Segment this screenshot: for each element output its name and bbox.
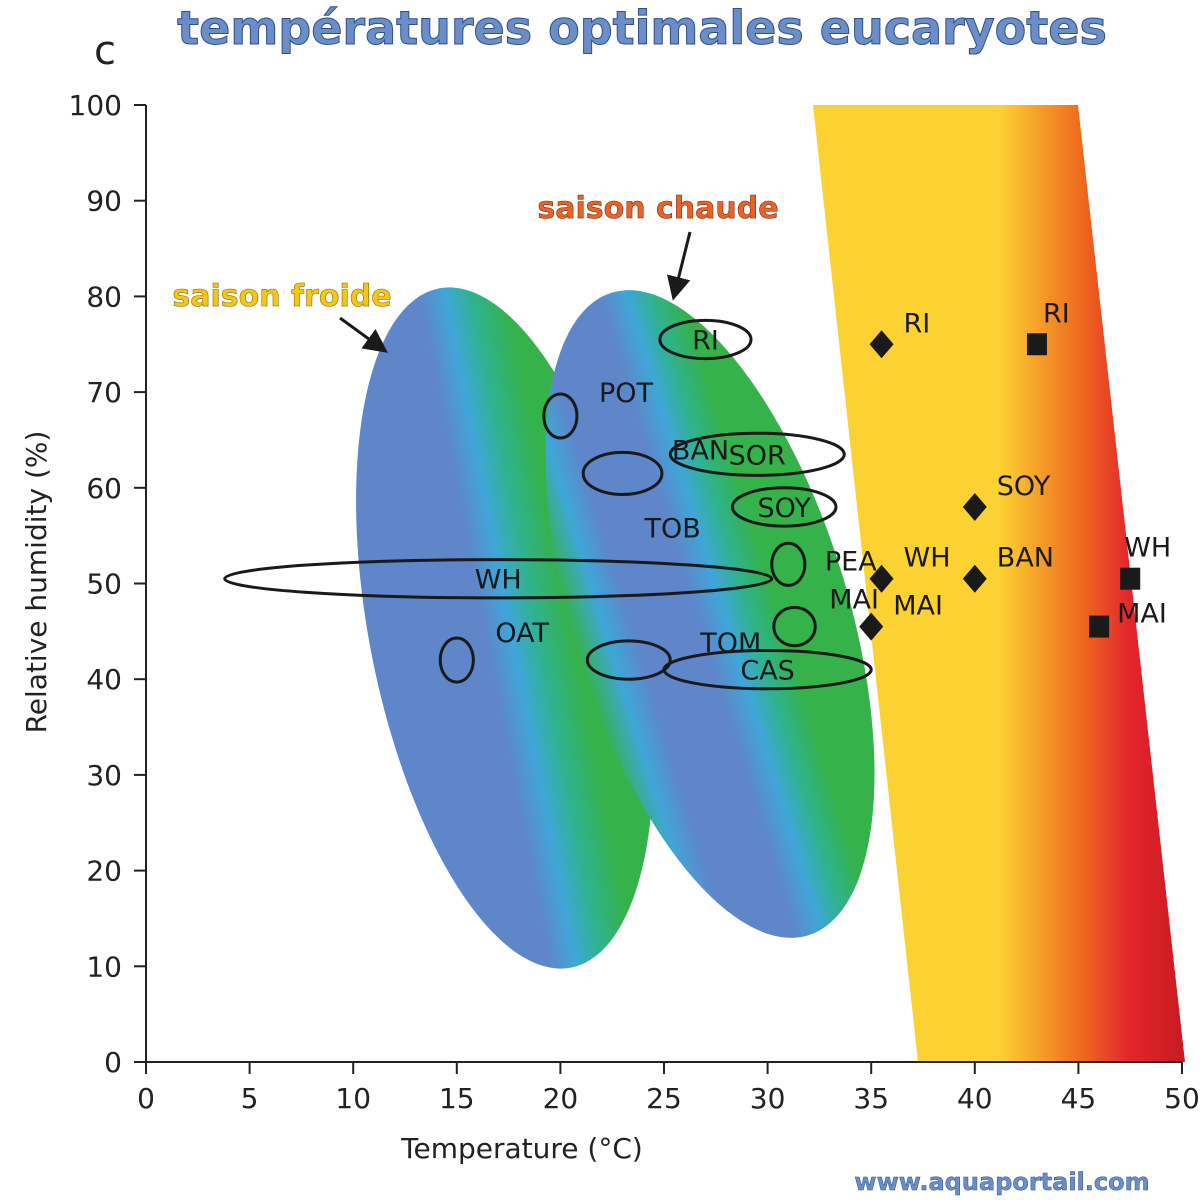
y-tick-label: 80: [86, 280, 122, 313]
range-label-sor: SOR: [729, 440, 786, 471]
diamond-marker-mai: [859, 612, 884, 641]
panel-letter: c: [94, 28, 116, 74]
y-tick-label: 90: [86, 185, 122, 218]
x-tick-label: 20: [543, 1082, 579, 1115]
square-marker-ri: [1026, 333, 1047, 356]
y-tick-label: 70: [86, 376, 122, 409]
range-label-ban: BAN: [672, 435, 729, 466]
x-tick-label: 30: [750, 1082, 786, 1115]
range-label-pot: POT: [599, 378, 654, 409]
optimal-range-ban: [581, 450, 664, 496]
x-tick-label: 10: [335, 1082, 371, 1115]
range-label-mai: MAI: [829, 585, 879, 616]
optimal-range-pot: [542, 392, 579, 440]
range-label-tob: TOB: [644, 513, 701, 544]
y-tick-label: 0: [104, 1046, 122, 1079]
optimal-range-sor: [668, 431, 846, 477]
x-axis-title: Temperature (°C): [400, 1132, 643, 1165]
cold-season-label: saison froide: [172, 279, 391, 314]
x-tick-label: 45: [1061, 1082, 1097, 1115]
range-label-ri: RI: [692, 325, 719, 356]
square-marker-mai: [1089, 615, 1110, 638]
optimal-range-wh: [223, 558, 774, 600]
x-tick-label: 35: [853, 1082, 889, 1115]
optimal-range-oat: [438, 636, 475, 684]
marker-label-mai: MAI: [893, 591, 943, 622]
stress-marker-group: RI SOY WH BAN MAI RI WH MAI: [859, 298, 1171, 641]
y-tick-label: 20: [86, 855, 122, 888]
x-tick-label: 5: [241, 1082, 259, 1115]
range-label-oat: OAT: [495, 618, 549, 649]
warm-season-label: saison chaude: [537, 191, 778, 226]
optimal-range-mai: [772, 605, 817, 648]
x-tick-label: 15: [439, 1082, 475, 1115]
range-label-cas: CAS: [740, 656, 794, 687]
cold-season-arrow: [339, 316, 388, 353]
optimal-range-cas: [662, 648, 873, 691]
optimal-range-ri: [658, 318, 753, 361]
x-tick-label: 50: [1164, 1082, 1200, 1115]
square-marker-wh: [1120, 567, 1141, 590]
marker-label-ri: RI: [1043, 298, 1070, 329]
y-tick-label: 10: [86, 950, 122, 983]
y-tick-label: 40: [86, 663, 122, 696]
x-tick-label: 40: [957, 1082, 993, 1115]
optimal-range-pea: [770, 541, 807, 587]
range-label-pea: PEA: [825, 546, 877, 577]
marker-label-ban: BAN: [997, 543, 1054, 574]
marker-label-soy: SOY: [997, 471, 1051, 502]
y-tick-label: 100: [69, 89, 122, 122]
heat-stress-band: [813, 105, 1185, 1062]
y-tick-label: 30: [86, 759, 122, 792]
diamond-marker-wh: [869, 564, 894, 593]
range-label-soy: SOY: [757, 493, 811, 524]
marker-label-wh: WH: [904, 543, 951, 574]
optimal-range-soy: [730, 486, 838, 528]
diamond-marker-ri: [869, 330, 894, 359]
marker-label-ri: RI: [904, 308, 931, 339]
optimal-range-tom: [585, 639, 672, 681]
x-tick-label: 0: [137, 1082, 155, 1115]
diamond-marker-ban: [962, 564, 987, 593]
y-tick-label: 60: [86, 472, 122, 505]
marker-label-mai: MAI: [1117, 599, 1167, 630]
y-axis-title: Relative humidity (%): [20, 431, 53, 734]
x-tick-label: 25: [646, 1082, 682, 1115]
y-tick-label: 50: [86, 568, 122, 601]
marker-label-wh: WH: [1124, 533, 1171, 564]
warm-season-arrow: [667, 231, 692, 301]
diamond-marker-soy: [962, 492, 987, 521]
axes: 0 5 10 15 20 25 30 35 40 45 50 0 10 20 30 40 50 60 70 80 90 1…: [69, 89, 1200, 1115]
page-title: températures optimales eucaryotes: [177, 1, 1107, 55]
range-label-wh: WH: [475, 565, 522, 596]
watermark: www.aquaportail.com: [854, 1168, 1149, 1196]
